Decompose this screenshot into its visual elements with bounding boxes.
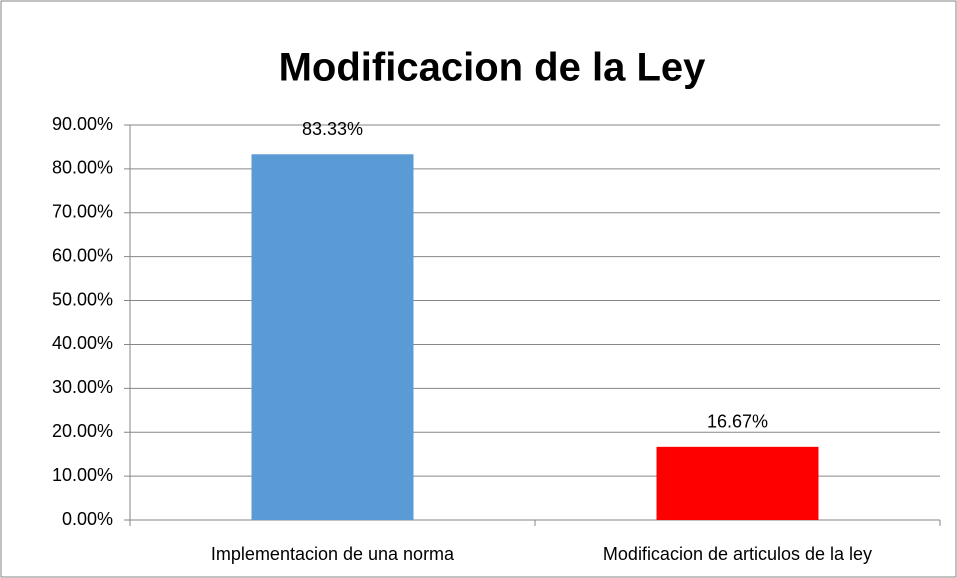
data-label: 83.33%: [302, 119, 363, 139]
chart-title: Modificacion de la Ley: [279, 46, 707, 90]
bar: [251, 154, 414, 520]
y-tick-label: 70.00%: [52, 202, 113, 222]
y-tick-label: 80.00%: [52, 158, 113, 178]
y-tick-label: 20.00%: [52, 421, 113, 441]
y-tick-label: 50.00%: [52, 289, 113, 309]
y-tick-label: 40.00%: [52, 333, 113, 353]
data-label: 16.67%: [707, 412, 768, 432]
x-tick-label: Implementacion de una norma: [211, 544, 455, 564]
y-tick-label: 90.00%: [52, 114, 113, 134]
y-tick-label: 10.00%: [52, 465, 113, 485]
y-tick-label: 0.00%: [62, 509, 113, 529]
y-tick-label: 60.00%: [52, 245, 113, 265]
x-tick-label: Modificacion de articulos de la ley: [603, 544, 872, 564]
y-tick-label: 30.00%: [52, 377, 113, 397]
bar: [656, 446, 819, 520]
